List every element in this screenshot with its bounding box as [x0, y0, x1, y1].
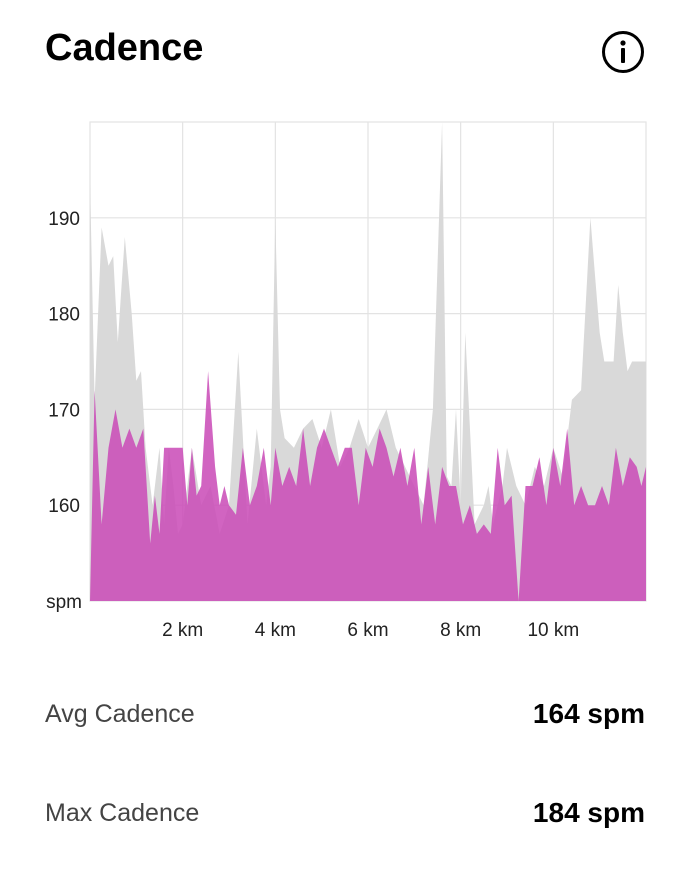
chart-axes: 160 170 180 190 spm 2 km 4 km 6 km 8 km 10 km	[46, 209, 579, 641]
avg-cadence-label: Avg Cadence	[45, 700, 195, 728]
page-title: Cadence	[45, 27, 204, 69]
x-tick-label: 8 km	[440, 620, 481, 641]
series-area-0	[90, 122, 646, 601]
max-cadence-value: 184 spm	[532, 797, 645, 828]
max-cadence-label: Max Cadence	[45, 799, 200, 827]
y-tick-label: 190	[48, 209, 80, 230]
y-unit-label: spm	[46, 592, 82, 613]
x-tick-label: 2 km	[162, 620, 203, 641]
stat-row-max-cadence: Max Cadence 184 spm	[45, 797, 645, 839]
y-tick-label: 170	[48, 400, 80, 421]
y-tick-label: 160	[48, 496, 80, 517]
avg-cadence-value: 164 spm	[532, 698, 645, 729]
x-tick-label: 10 km	[527, 620, 579, 641]
info-icon[interactable]	[601, 30, 645, 74]
cadence-chart: 160 170 180 190 spm 2 km 4 km 6 km 8 km 10 km	[46, 121, 647, 641]
x-tick-label: 6 km	[347, 620, 388, 641]
x-tick-label: 4 km	[255, 620, 296, 641]
series-area-1	[90, 371, 646, 601]
y-tick-label: 180	[48, 305, 80, 326]
chart-series	[90, 122, 646, 601]
stat-row-avg-cadence: Avg Cadence 164 spm	[45, 698, 645, 740]
